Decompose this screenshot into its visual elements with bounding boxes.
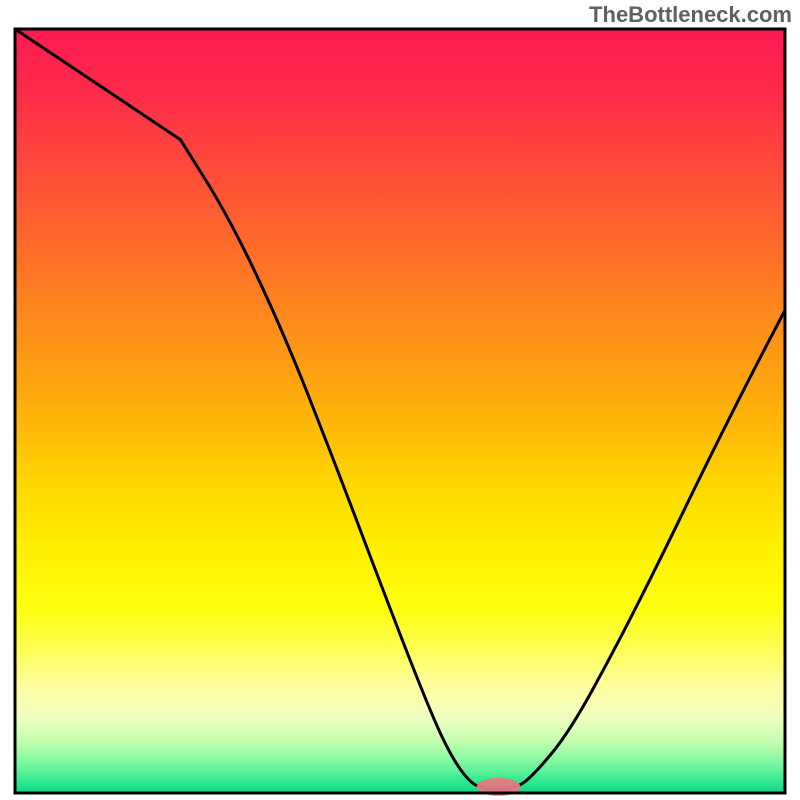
chart-container: TheBottleneck.com: [0, 0, 800, 800]
watermark-text: TheBottleneck.com: [589, 2, 792, 28]
bottleneck-chart: [0, 0, 800, 800]
gradient-background: [15, 29, 785, 793]
